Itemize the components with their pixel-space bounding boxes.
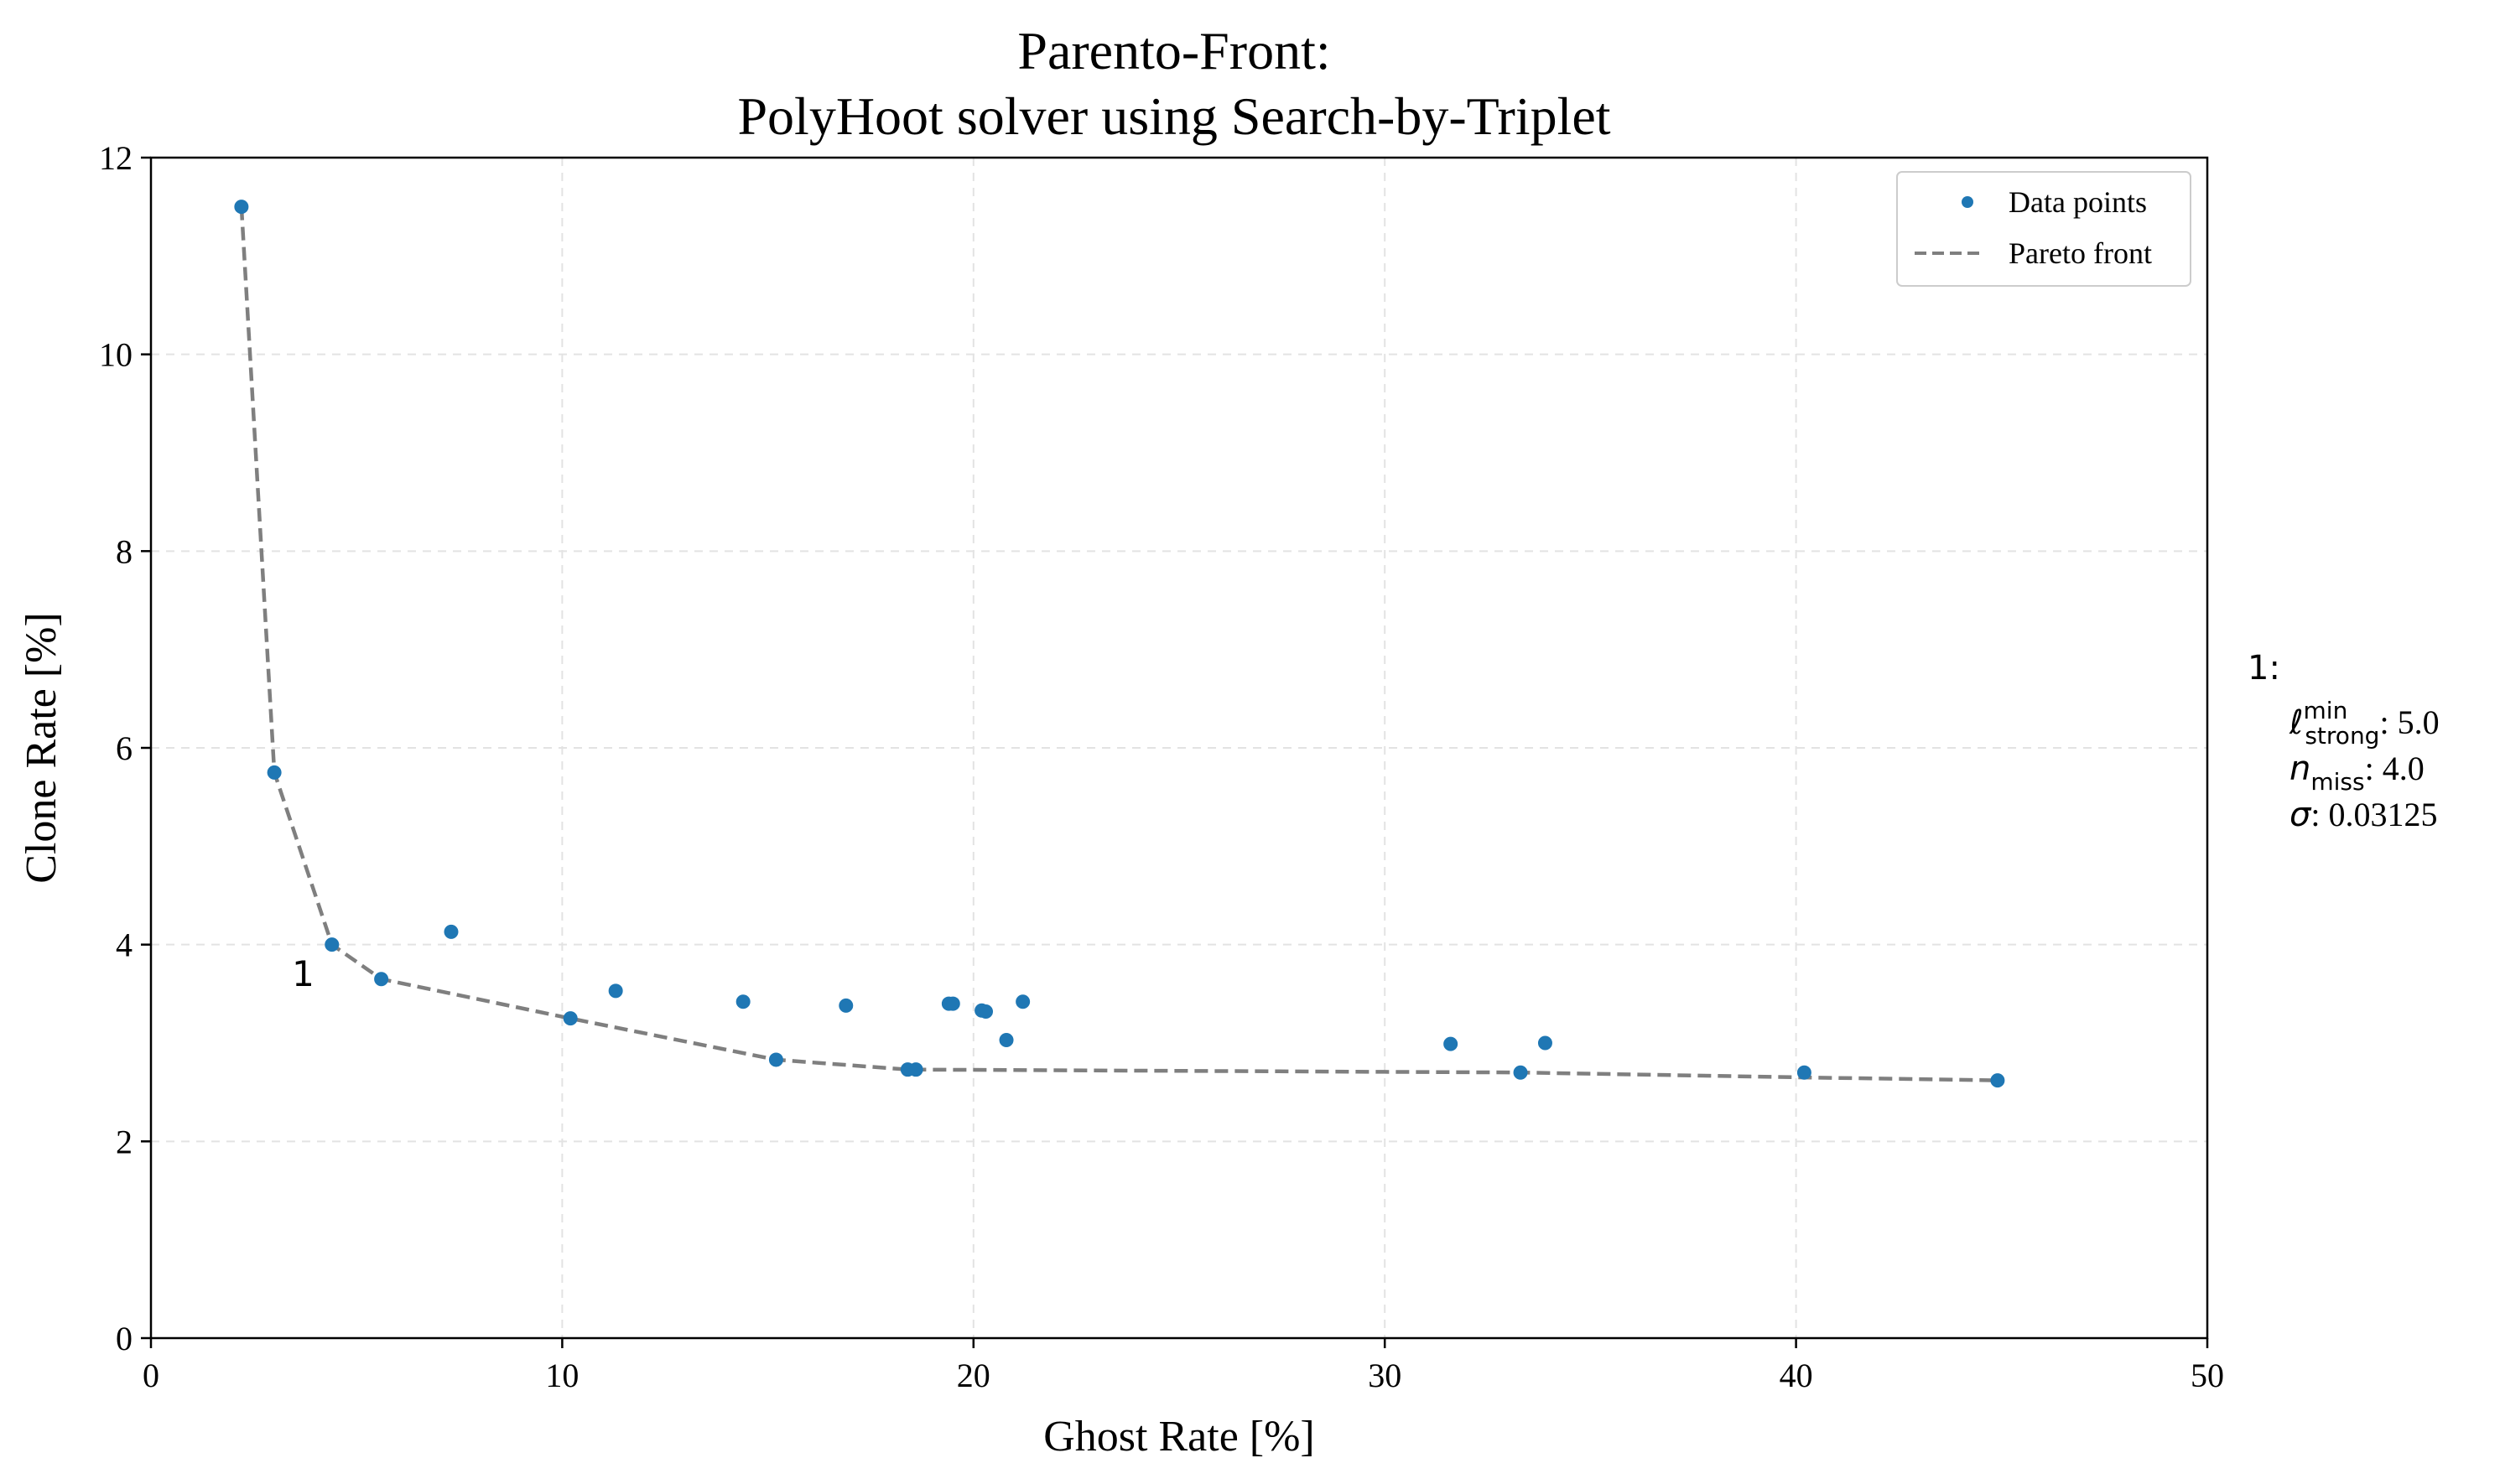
x-tick-label: 40 bbox=[1780, 1357, 1813, 1394]
note-line: ℓmin strong: 5.0 bbox=[2289, 697, 2440, 750]
data-point bbox=[1513, 1065, 1528, 1080]
data-points bbox=[234, 200, 2005, 1088]
note-header: 1: bbox=[2248, 649, 2280, 688]
grid-lines bbox=[150, 157, 2208, 1339]
data-point bbox=[945, 996, 960, 1011]
data-point bbox=[908, 1062, 923, 1077]
data-point bbox=[979, 1004, 994, 1019]
y-tick-label: 10 bbox=[99, 336, 133, 374]
y-axis-ticks: 0 2 4 6 8 10 12 bbox=[99, 139, 151, 1357]
x-tick-label: 50 bbox=[2191, 1357, 2224, 1394]
data-point bbox=[839, 998, 854, 1013]
data-point bbox=[325, 937, 340, 952]
chart-title: Parento-Front: PolyHoot solver using Sea… bbox=[737, 21, 1610, 146]
legend-marker-data-points bbox=[1962, 196, 1973, 208]
data-point bbox=[1016, 994, 1031, 1009]
title-line-2: PolyHoot solver using Search-by-Triplet bbox=[737, 86, 1610, 146]
note-line: nmiss: 4.0 bbox=[2290, 750, 2425, 796]
y-tick-label: 0 bbox=[116, 1320, 133, 1357]
data-point bbox=[234, 200, 249, 215]
x-tick-label: 0 bbox=[143, 1357, 159, 1394]
x-axis-label: Ghost Rate [%] bbox=[1043, 1413, 1314, 1461]
x-axis-ticks: 0 10 20 30 40 50 bbox=[143, 1338, 2224, 1394]
data-point bbox=[768, 1052, 783, 1067]
pareto-front-series bbox=[239, 206, 1998, 1082]
y-tick-label: 6 bbox=[116, 729, 133, 767]
data-point bbox=[1990, 1073, 2005, 1088]
data-point bbox=[1537, 1035, 1552, 1051]
y-axis-label: Clone Rate [%] bbox=[18, 612, 65, 883]
y-tick-label: 4 bbox=[116, 926, 133, 964]
legend-label-pareto-front: Pareto front bbox=[2009, 236, 2152, 270]
y-tick-label: 2 bbox=[116, 1123, 133, 1160]
data-point bbox=[999, 1032, 1014, 1047]
pareto-front-line bbox=[239, 206, 1998, 1082]
data-point bbox=[1443, 1036, 1458, 1051]
data-point bbox=[608, 983, 623, 999]
legend: Data points Pareto front bbox=[1896, 171, 2191, 287]
y-tick-label: 12 bbox=[99, 139, 133, 177]
data-point bbox=[563, 1011, 578, 1026]
x-tick-label: 20 bbox=[957, 1357, 990, 1394]
data-point bbox=[374, 972, 389, 987]
data-point bbox=[735, 994, 751, 1009]
data-point bbox=[1796, 1065, 1811, 1080]
x-tick-label: 10 bbox=[545, 1357, 579, 1394]
note-line: σ: 0.03125 bbox=[2290, 796, 2437, 834]
point-annotation-label: 1 bbox=[292, 953, 314, 994]
legend-label-data-points: Data points bbox=[2009, 185, 2147, 219]
y-tick-label: 8 bbox=[116, 532, 133, 570]
x-tick-label: 30 bbox=[1368, 1357, 1401, 1394]
data-point bbox=[444, 924, 459, 939]
data-point bbox=[267, 765, 282, 780]
point-annotations: 1 bbox=[292, 953, 314, 994]
title-line-1: Parento-Front: bbox=[1017, 21, 1330, 80]
